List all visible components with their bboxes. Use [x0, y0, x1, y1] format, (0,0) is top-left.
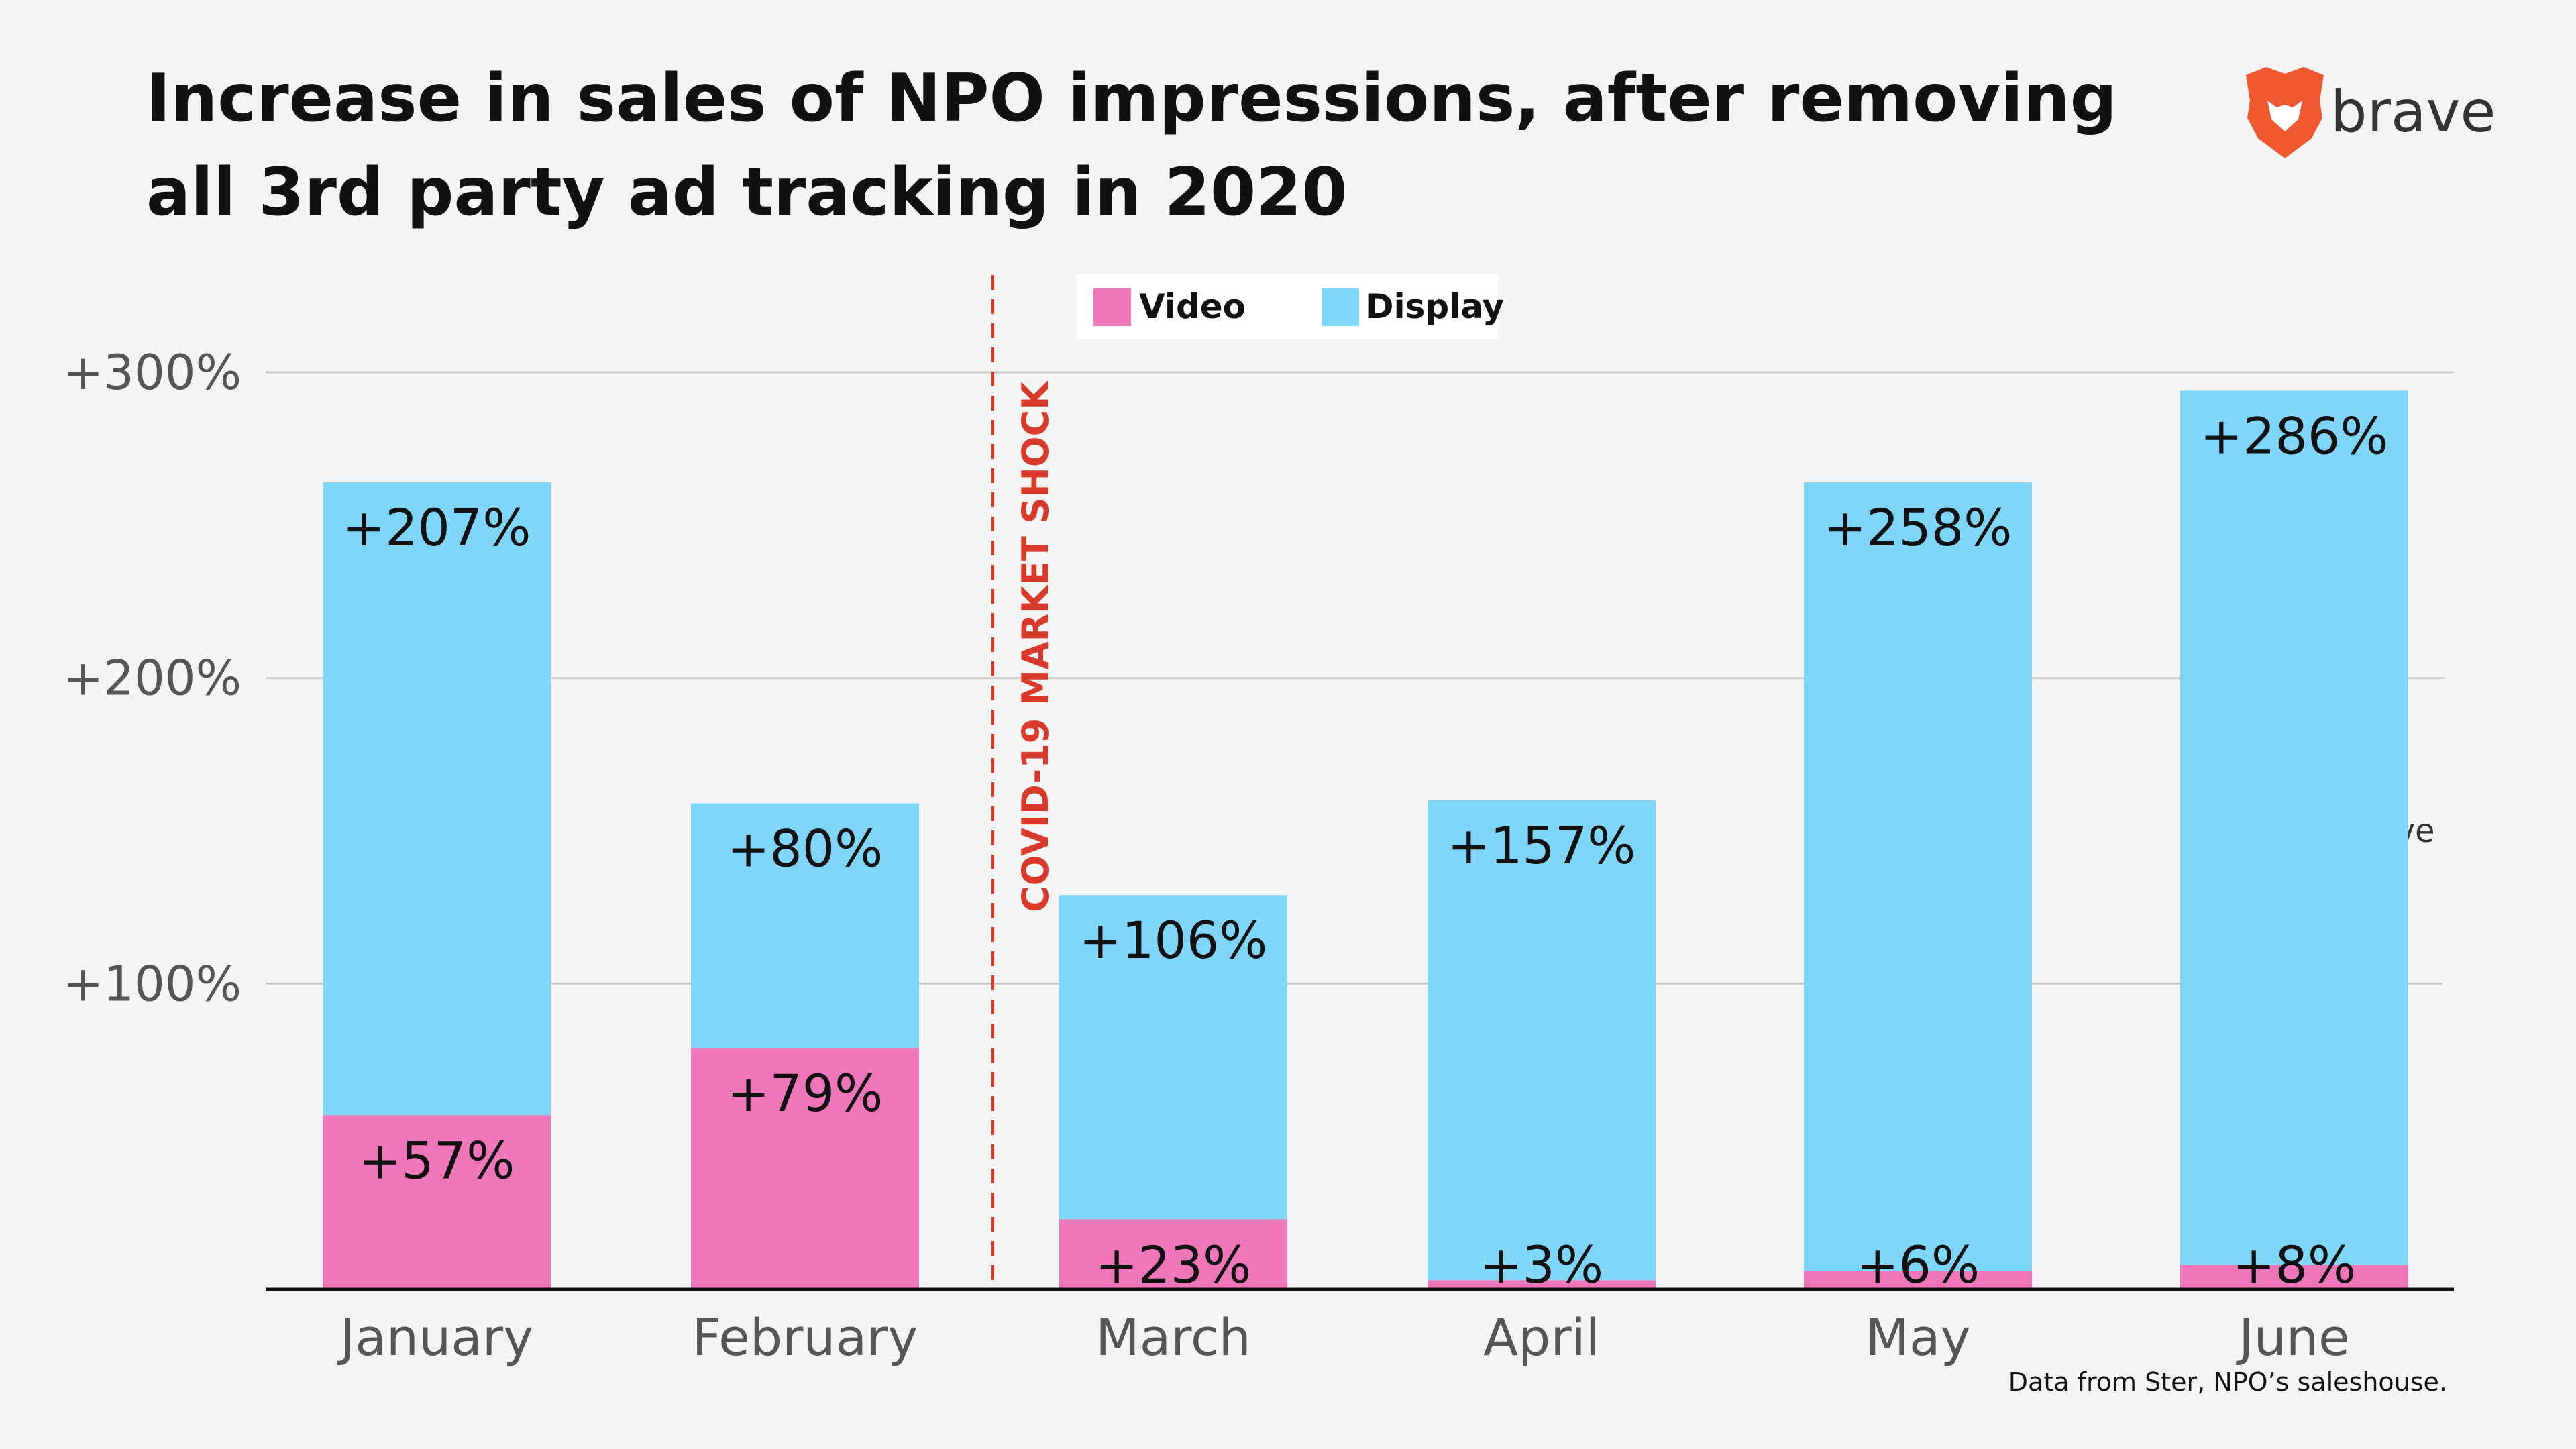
data-label-display-february: +80% [727, 818, 883, 878]
y-tick-label: +200% [63, 650, 241, 706]
bar-display-april [1428, 800, 1656, 1281]
bar-display-may [1804, 482, 2032, 1271]
legend-box [1077, 274, 1498, 339]
brand-name: brave [2330, 78, 2496, 146]
data-label-video-april: +3% [1480, 1235, 1603, 1295]
brave-lion-face-icon [2267, 101, 2302, 131]
bar-video-june [2180, 1265, 2408, 1289]
x-tick-label-january: January [337, 1307, 533, 1367]
bar-video-april [1428, 1280, 1656, 1289]
bars-layer [323, 390, 2408, 1289]
x-tick-label-february: February [692, 1307, 918, 1367]
y-tick-label: +300% [63, 344, 241, 400]
legend-label-display: Display [1366, 287, 1504, 326]
x-tick-label-march: March [1095, 1307, 1251, 1367]
bar-video-march [1059, 1219, 1287, 1289]
grid-layer: +100% +200% +300% [63, 344, 2454, 1012]
bar-display-june [2180, 390, 2408, 1265]
data-label-display-march: +106% [1079, 910, 1268, 970]
bar-video-february [691, 1048, 919, 1289]
chart-title-line-2: all 3rd party ad tracking in 2020 [146, 154, 1348, 231]
bar-video-january [323, 1115, 551, 1289]
data-label-video-march: +23% [1095, 1235, 1252, 1295]
data-label-display-january: +207% [343, 498, 531, 557]
labels-layer: +57% +207% January +79% +80% February +23% +106… [337, 406, 2389, 1367]
annotation-label: COVID-19 MARKET SHOCK [1014, 380, 1057, 912]
data-label-video-june: +8% [2233, 1235, 2356, 1295]
source-note: Data from Ster, NPO’s saleshouse. [2008, 1367, 2447, 1397]
data-label-display-april: +157% [1448, 816, 1636, 875]
brand-logo: brave [2246, 67, 2496, 158]
legend-label-video: Video [1139, 287, 1246, 326]
data-label-video-may: +6% [1856, 1235, 1980, 1295]
data-label-display-june: +286% [2200, 406, 2389, 466]
bar-display-january [323, 482, 551, 1116]
x-tick-label-may: May [1865, 1307, 1970, 1367]
x-tick-label-june: June [2236, 1307, 2350, 1367]
data-label-display-may: +258% [1824, 498, 2012, 557]
legend-swatch-video [1093, 288, 1131, 326]
legend-swatch-display [1322, 288, 1359, 326]
data-label-video-february: +79% [727, 1063, 883, 1123]
bar-video-may [1804, 1271, 2032, 1289]
y-tick-label: +100% [63, 955, 241, 1012]
bar-display-february [691, 803, 919, 1049]
bar-display-march [1059, 895, 1287, 1220]
annotation-layer: COVID-19 MARKET SHOCK [991, 275, 1057, 1289]
legend: Video Display [1077, 274, 1504, 339]
data-label-video-january: +57% [359, 1130, 515, 1190]
chart-title-line-1: Increase in sales of NPO impressions, af… [146, 60, 2117, 137]
x-tick-label-april: April [1483, 1307, 1600, 1367]
